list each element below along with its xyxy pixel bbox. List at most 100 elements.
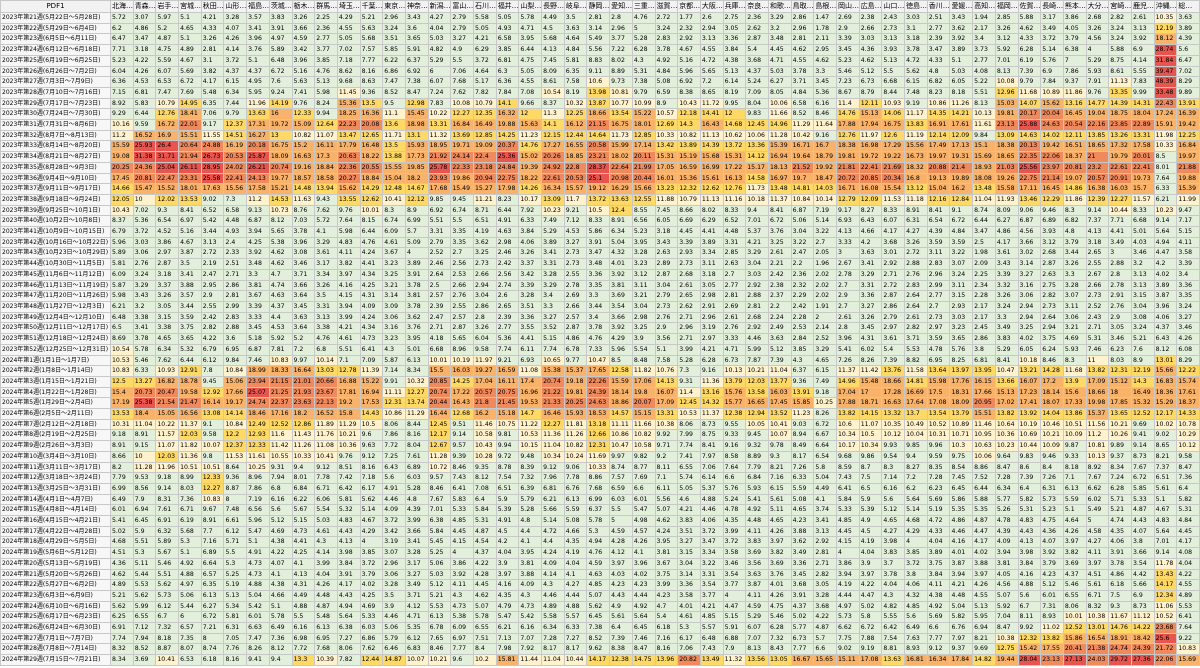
value-cell: 4.55: [1176, 579, 1200, 591]
value-cell: 3.5: [382, 589, 406, 602]
value-cell: 18.46: [246, 408, 270, 420]
value-cell: 11.28: [767, 129, 792, 142]
value-cell: 19.2: [336, 397, 361, 410]
value-cell: 5.61: [767, 493, 792, 506]
value-cell: 4.62: [110, 568, 134, 581]
value-cell: 8.89: [745, 450, 769, 463]
value-cell: 9.59: [926, 450, 951, 463]
value-cell: 14.32: [699, 397, 724, 410]
value-cell: 3.54: [1130, 557, 1155, 570]
value-cell: 5.09: [404, 236, 429, 249]
value-cell: 3.15: [949, 290, 974, 302]
value-cell: 11.36: [541, 429, 565, 442]
value-cell: 2.7: [450, 247, 474, 260]
value-cell: 22.43: [1153, 97, 1178, 110]
column-header: 宮城…: [178, 0, 202, 13]
value-cell: 11.18: [904, 193, 928, 206]
value-cell: 3.24: [1108, 22, 1132, 35]
value-cell: 6.15: [223, 76, 248, 88]
value-cell: 4.67: [178, 236, 202, 249]
value-cell: 5.15: [541, 333, 565, 345]
value-cell: 8.76: [291, 204, 316, 217]
value-cell: 11.04: [132, 418, 157, 431]
value-cell: 17: [858, 386, 883, 399]
value-cell: 3.39: [836, 33, 860, 46]
value-cell: 5.51: [427, 215, 452, 228]
value-cell: 6.2: [110, 22, 134, 35]
value-cell: 4.02: [1017, 333, 1042, 345]
value-cell: 11.26: [563, 429, 588, 442]
value-cell: 17.63: [200, 183, 225, 195]
value-cell: 10.62: [722, 129, 747, 142]
data-row: 2023年第44週(10月30日～11月5日) 5.81 2.76 2.87 3.5 2.…: [0, 258, 1200, 270]
value-cell: 3.41: [813, 515, 837, 527]
value-cell: 2.49: [767, 322, 792, 335]
value-cell: 2.02: [813, 279, 837, 292]
value-cell: 7.48: [223, 504, 248, 517]
value-cell: 12.27: [200, 482, 225, 495]
value-cell: 5.6: [881, 493, 906, 506]
value-cell: 14.82: [972, 654, 996, 666]
value-cell: 11.32: [427, 129, 452, 142]
value-cell: 6.07: [745, 622, 769, 634]
value-cell: 15.37: [563, 365, 588, 377]
value-cell: 4.31: [359, 290, 384, 302]
value-cell: 4.9: [858, 515, 883, 527]
value-cell: 7.52: [972, 472, 996, 484]
value-cell: 4.27: [1085, 536, 1110, 549]
value-cell: 19.97: [926, 151, 951, 163]
value-cell: 6.57: [200, 568, 225, 581]
value-cell: 2: [813, 311, 837, 324]
value-cell: 3.24: [1176, 300, 1200, 313]
row-label: 2024年第5週(1月29日～2月4日): [0, 397, 111, 410]
value-cell: 5.29: [1085, 54, 1110, 67]
value-cell: 10.21: [427, 654, 452, 666]
value-cell: 24.74: [1108, 643, 1132, 656]
value-cell: 3.55: [518, 322, 543, 335]
value-cell: 8.46: [427, 643, 452, 656]
value-cell: 11.23: [518, 129, 543, 142]
value-cell: 4.45: [473, 579, 497, 591]
value-cell: 3.4: [972, 33, 996, 46]
value-cell: 8.91: [200, 515, 225, 527]
value-cell: 4.78: [926, 343, 951, 356]
value-cell: 6.39: [518, 482, 543, 495]
value-cell: 9.73: [609, 76, 633, 88]
value-cell: 13.82: [994, 408, 1019, 420]
value-cell: 3.95: [404, 333, 429, 345]
value-cell: 7.75: [836, 632, 860, 645]
value-cell: 10.09: [1040, 440, 1064, 452]
value-cell: 6.16: [881, 482, 906, 495]
value-cell: 2.73: [654, 300, 679, 313]
value-cell: 4.4: [518, 525, 543, 538]
value-cell: 3.77: [699, 589, 724, 602]
value-cell: 5.11: [132, 557, 157, 570]
value-cell: 4.91: [246, 547, 270, 559]
value-cell: 3.85: [790, 343, 815, 356]
value-cell: 21.4: [949, 161, 974, 174]
value-cell: 23.2: [1085, 161, 1110, 174]
value-cell: 4.46: [541, 589, 565, 602]
value-cell: 3.19: [382, 536, 406, 549]
value-cell: 9.43: [314, 193, 338, 206]
value-cell: 5.05: [473, 22, 497, 35]
data-row: 2023年第28週(7月10日～7月16日) 7.15 6.81 7.47 7.69 5.…: [0, 86, 1200, 99]
value-cell: 3.18: [155, 268, 180, 281]
value-cell: 21.54: [155, 397, 180, 410]
value-cell: 2.64: [904, 290, 928, 302]
value-cell: 15.85: [790, 397, 815, 410]
value-cell: 3.29: [132, 279, 157, 292]
value-cell: 12.39: [1085, 193, 1110, 206]
value-cell: 5.56: [654, 493, 679, 506]
value-cell: 2.92: [881, 258, 906, 270]
value-cell: 8.12: [1153, 343, 1178, 356]
value-cell: 4.69: [268, 525, 293, 538]
data-row: 2023年第27週(7月3日～7月9日) 6.36 4.53 6.53 6.72 4.17…: [0, 76, 1200, 88]
value-cell: 17.61: [949, 119, 974, 131]
value-cell: 7.08: [518, 86, 543, 99]
value-cell: 4.45: [450, 525, 474, 538]
value-cell: 1.94: [972, 12, 996, 24]
value-cell: 14.96: [767, 119, 792, 131]
value-cell: 5.72: [314, 215, 338, 228]
